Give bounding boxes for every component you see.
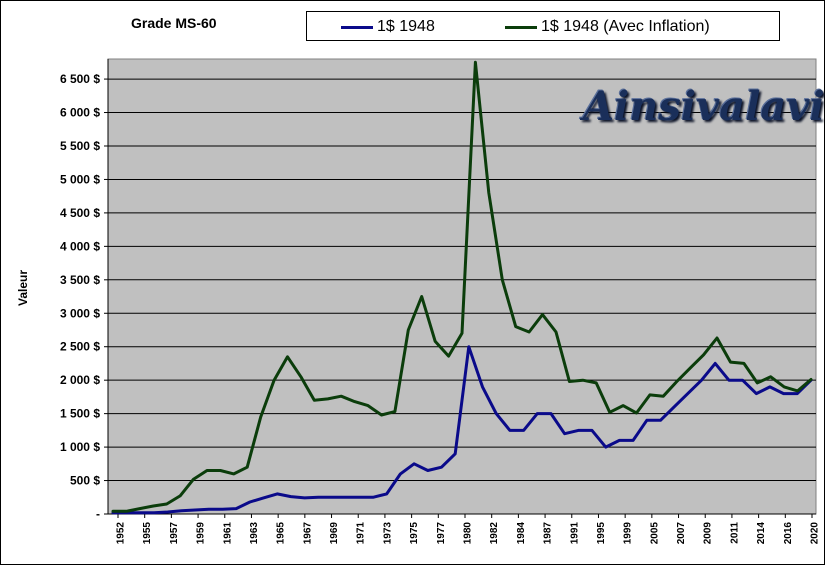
y-tick-label-3: 1 500 $ [60, 407, 100, 421]
y-tick-label-0: - [96, 507, 100, 521]
x-tick-label-4: 1961 [222, 522, 233, 545]
y-tick-label-9: 4 500 $ [60, 206, 100, 220]
y-tick-label-12: 6 000 $ [60, 106, 100, 120]
x-tick-label-16: 1987 [543, 522, 554, 545]
legend-label-series-2: 1$ 1948 (Avec Inflation) [541, 18, 710, 35]
legend: 1$ 1948 1$ 1948 (Avec Inflation) [306, 11, 780, 41]
x-tick-label-20: 2005 [649, 522, 660, 545]
x-tick-label-17: 1991 [569, 522, 580, 545]
y-tick-label-13: 6 500 $ [60, 72, 100, 86]
x-tick-label-25: 2016 [783, 522, 794, 545]
legend-item-series-1: 1$ 1948 [341, 18, 435, 36]
chart-title: Grade MS-60 [131, 15, 217, 31]
x-tick-label-15: 1984 [516, 522, 527, 545]
x-tick-label-7: 1967 [302, 522, 313, 545]
y-tick-label-5: 2 500 $ [60, 340, 100, 354]
y-tick-label-4: 2 000 $ [60, 373, 100, 387]
legend-label-series-1: 1$ 1948 [377, 18, 435, 35]
y-tick-label-8: 4 000 $ [60, 239, 100, 253]
x-tick-label-3: 1959 [196, 522, 207, 545]
x-tick-label-26: 2020 [810, 522, 821, 545]
x-tick-label-14: 1982 [489, 522, 500, 545]
x-tick-label-23: 2011 [729, 522, 740, 544]
legend-swatch-series-1 [341, 25, 373, 29]
y-tick-label-10: 5 000 $ [60, 172, 100, 186]
y-tick-label-11: 5 500 $ [60, 139, 100, 153]
legend-item-series-2: 1$ 1948 (Avec Inflation) [505, 18, 710, 36]
y-tick-label-2: 1 000 $ [60, 440, 100, 454]
legend-swatch-series-2 [505, 25, 537, 29]
x-tick-label-5: 1963 [249, 522, 260, 545]
x-tick-label-1: 1955 [142, 522, 153, 545]
x-tick-label-0: 1952 [116, 522, 127, 545]
x-tick-label-11: 1975 [409, 522, 420, 545]
x-tick-label-6: 1965 [276, 522, 287, 545]
x-tick-label-2: 1957 [169, 522, 180, 545]
series-line-2 [111, 60, 813, 513]
x-tick-label-24: 2014 [756, 522, 767, 545]
x-tick-label-22: 2009 [703, 522, 714, 545]
x-tick-label-19: 1999 [623, 522, 634, 545]
x-tick-label-8: 1969 [329, 522, 340, 545]
y-tick-label-1: 500 $ [70, 474, 100, 488]
y-axis-label: Valeur [16, 269, 30, 307]
series-line-1 [111, 345, 813, 515]
x-tick-label-21: 2007 [676, 522, 687, 545]
x-tick-label-13: 1980 [463, 522, 474, 545]
y-tick-label-7: 3 500 $ [60, 273, 100, 287]
x-tick-label-10: 1973 [382, 522, 393, 545]
x-tick-label-18: 1995 [596, 522, 607, 545]
watermark-text: Ainsivalavie [583, 83, 825, 130]
y-tick-label-6: 3 000 $ [60, 306, 100, 320]
x-tick-label-12: 1977 [436, 522, 447, 545]
plot-area [107, 58, 817, 515]
x-tick-label-9: 1971 [356, 522, 367, 545]
